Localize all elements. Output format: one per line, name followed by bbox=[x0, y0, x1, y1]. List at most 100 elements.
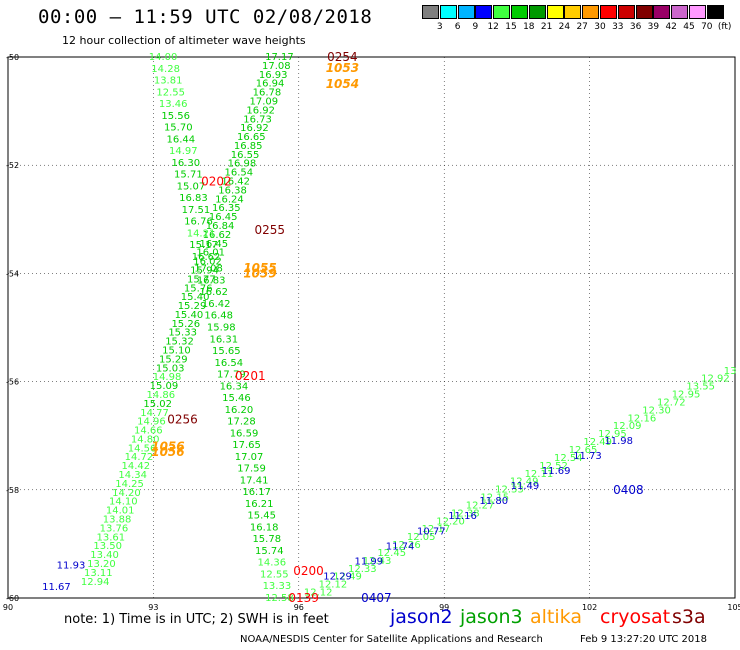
colorbar-swatch bbox=[546, 5, 564, 19]
wave-height-point: 14.56 bbox=[128, 443, 157, 454]
colorbar-label: 33 bbox=[612, 22, 624, 32]
wave-height-point: 15.45 bbox=[247, 511, 276, 522]
colorbar-label: 12 bbox=[487, 22, 499, 32]
wave-height-point: 16.34 bbox=[220, 381, 249, 392]
wave-height-point: 15.46 bbox=[222, 393, 251, 404]
wave-height-point: 17.08 bbox=[194, 264, 223, 275]
wave-height-point: 12.12 bbox=[304, 588, 333, 599]
wave-height-point: 17.59 bbox=[237, 464, 266, 475]
wave-height-point: 12.20 bbox=[436, 516, 465, 527]
colorbar-label: 21 bbox=[540, 22, 553, 32]
wave-height-point: 16.42 bbox=[221, 177, 250, 188]
wave-height-point: 14.00 bbox=[149, 52, 178, 63]
pass-time-label: 0407 bbox=[361, 591, 392, 605]
credit-line: NOAA/NESDIS Center for Satellite Applica… bbox=[240, 634, 543, 645]
wave-height-point: 15.65 bbox=[212, 346, 241, 357]
colorbar-label: (ft) bbox=[717, 22, 732, 32]
colorbar-label: 18 bbox=[523, 22, 535, 32]
wave-height-point: 15.71 bbox=[174, 170, 203, 181]
wave-height-point: 14.98 bbox=[153, 372, 182, 383]
wave-height-point: 15.03 bbox=[156, 363, 185, 374]
legend-s3a: s3a bbox=[672, 606, 706, 628]
wave-height-point: 14.28 bbox=[151, 64, 180, 75]
x-tick-label: 105 bbox=[727, 603, 740, 612]
wave-height-point: 15.56 bbox=[161, 111, 190, 122]
legend-altika: altika bbox=[530, 606, 582, 628]
colorbar-swatch bbox=[635, 5, 653, 19]
pass-time-label: 0202 bbox=[201, 174, 232, 188]
wave-height-point: 12.12 bbox=[319, 580, 348, 591]
legend-jason2: jason2 bbox=[390, 606, 453, 628]
wave-height-point: 10.77 bbox=[417, 526, 446, 537]
wave-height-point: 14.20 bbox=[112, 488, 141, 499]
wave-height-point: 14.01 bbox=[106, 506, 135, 517]
wave-height-point: 11.98 bbox=[604, 436, 633, 447]
y-tick-label: -52 bbox=[6, 161, 19, 170]
wave-height-point: 12.27 bbox=[466, 500, 495, 511]
wave-height-point: 11.16 bbox=[448, 511, 477, 522]
wave-height-point: 15.07 bbox=[177, 181, 206, 192]
pass-time-label: 1055 bbox=[243, 261, 276, 275]
wave-height-point: 17.79 bbox=[217, 370, 246, 381]
pass-time-label: 0408 bbox=[613, 483, 644, 497]
colorbar-label: 39 bbox=[647, 22, 660, 32]
pass-time-label: 1059 bbox=[243, 266, 276, 280]
y-tick-label: -54 bbox=[6, 269, 19, 278]
pass-time-label: 1056 bbox=[151, 440, 184, 454]
colorbar-swatch bbox=[511, 5, 528, 19]
colorbar-swatch bbox=[493, 5, 511, 19]
x-tick-label: 102 bbox=[582, 603, 597, 612]
wave-height-point: 16.48 bbox=[204, 311, 233, 322]
pass-time-label: 0254 bbox=[327, 50, 358, 64]
wave-height-point: 17.07 bbox=[235, 452, 264, 463]
wave-height-point: 16.18 bbox=[250, 522, 279, 533]
wave-height-point: 14.80 bbox=[131, 434, 160, 445]
pass-time-label: 1056 bbox=[151, 445, 184, 459]
wave-height-point: 16.38 bbox=[218, 185, 247, 196]
wave-height-point: 12.09 bbox=[613, 421, 642, 432]
colorbar-swatch bbox=[689, 5, 706, 19]
colorbar-swatch bbox=[439, 5, 457, 19]
wave-height-point: 12.43 bbox=[363, 556, 392, 567]
wave-height-point: 14.66 bbox=[134, 426, 163, 437]
wave-height-point: 12.94 bbox=[81, 577, 110, 588]
y-tick-label: -58 bbox=[6, 486, 19, 495]
wave-height-point: 12.58 bbox=[265, 593, 294, 604]
wave-height-point: 13.88 bbox=[103, 515, 132, 526]
colorbar-swatch bbox=[653, 5, 671, 19]
colorbar-swatch bbox=[475, 5, 493, 19]
wave-height-point: 14.96 bbox=[137, 417, 166, 428]
wave-height-point: 14.34 bbox=[118, 470, 147, 481]
wave-height-point: 12.11 bbox=[525, 469, 554, 480]
wave-height-point: 13.11 bbox=[84, 568, 113, 579]
colorbar-swatch bbox=[671, 5, 689, 19]
wave-height-point: 12.16 bbox=[628, 413, 657, 424]
y-tick-label: -50 bbox=[6, 53, 19, 62]
wave-height-point: 16.55 bbox=[231, 150, 260, 161]
colorbar-swatch bbox=[528, 5, 546, 19]
wave-height-point: 17.17 bbox=[265, 52, 294, 63]
wave-height-point: 12.17 bbox=[422, 524, 451, 535]
wave-height-point: 12.55 bbox=[156, 87, 185, 98]
colorbar-swatch bbox=[422, 5, 439, 19]
wave-height-point: 16.92 bbox=[246, 105, 275, 116]
wave-height-point: 12.92 bbox=[701, 374, 730, 385]
wave-height-point: 15.40 bbox=[175, 310, 204, 321]
wave-height-point: 16.01 bbox=[196, 248, 225, 259]
wave-height-point: 12.49 bbox=[583, 437, 612, 448]
wave-height-point: 16.83 bbox=[197, 275, 226, 286]
colorbar-label: 24 bbox=[558, 22, 571, 32]
wave-height-point: 13.50 bbox=[93, 541, 122, 552]
pass-time-label: 0256 bbox=[167, 412, 198, 426]
wave-height-point: 15.29 bbox=[178, 301, 207, 312]
wave-height-point: 16.17 bbox=[242, 487, 271, 498]
wave-height-point: 13.81 bbox=[154, 76, 183, 87]
wave-height-point: 14.10 bbox=[109, 497, 138, 508]
wave-height-point: 12.15 bbox=[480, 493, 509, 504]
wave-height-point: 16.65 bbox=[237, 132, 266, 143]
colorbar-swatch bbox=[582, 5, 600, 19]
wave-height-point: 13.40 bbox=[90, 550, 119, 561]
colorbar-label: 6 bbox=[454, 22, 461, 32]
wave-height-point: 12.95 bbox=[672, 390, 701, 401]
colorbar-label: 70 bbox=[701, 22, 713, 32]
